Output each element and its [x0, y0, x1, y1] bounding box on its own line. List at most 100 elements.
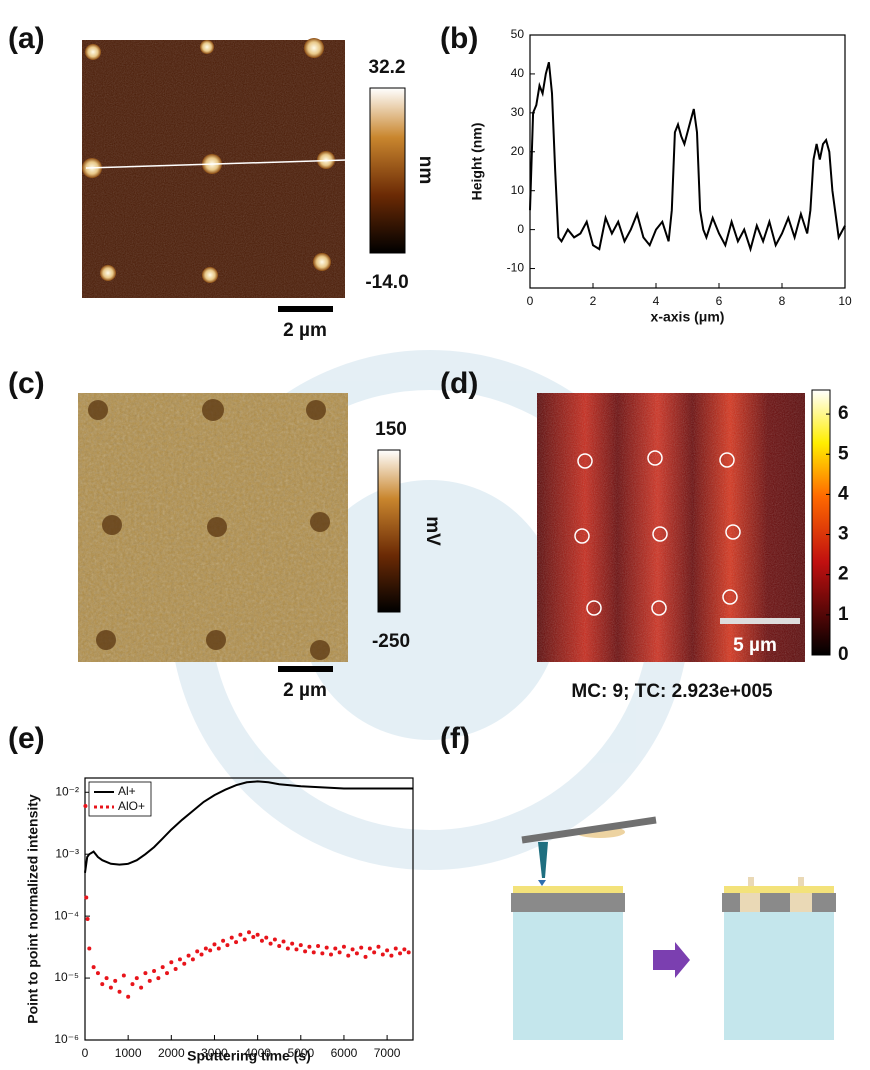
data-point: [350, 947, 355, 952]
data-point: [190, 957, 195, 962]
data-point: [402, 947, 407, 952]
data-point: [91, 965, 96, 970]
data-point: [108, 985, 113, 990]
plot-frame: [529, 34, 846, 289]
legend-label: AlO+: [118, 799, 145, 813]
data-point: [229, 935, 234, 940]
schematic: [511, 816, 836, 1040]
data-point: [251, 935, 256, 940]
data-point: [199, 952, 204, 957]
data-point: [367, 946, 372, 951]
legend-box: [88, 781, 152, 817]
x-axis-label: Sputtering time (s): [187, 1048, 311, 1064]
data-point: [389, 953, 394, 958]
colorbar-unit: mV: [422, 516, 443, 546]
data-point: [380, 952, 385, 957]
data-point: [316, 943, 321, 948]
colorbar-label: 2: [838, 564, 849, 585]
x-tick-label: 4000: [244, 1046, 271, 1060]
x-tick-label: 2: [590, 294, 597, 308]
data-point: [130, 982, 135, 987]
scale-bar-label: 2 µm: [283, 680, 327, 701]
data-point: [173, 967, 178, 972]
data-point: [268, 941, 273, 946]
data-point: [303, 949, 308, 954]
data-point: [208, 948, 213, 953]
data-point: [182, 961, 187, 966]
data-point: [294, 947, 299, 952]
x-tick-label: 6: [716, 294, 723, 308]
x-tick-label: 2000: [158, 1046, 185, 1060]
data-point: [359, 945, 364, 950]
data-point: [134, 976, 139, 981]
x-tick-label: 3000: [201, 1046, 228, 1060]
y-tick-label: 40: [511, 66, 525, 80]
colorbar-label: 150: [375, 419, 407, 440]
data-point: [346, 953, 351, 958]
y-tick-label: 0: [517, 222, 524, 236]
data-point: [165, 971, 169, 976]
colorbar-label: 1: [838, 604, 849, 625]
colorbar-label: 4: [838, 483, 849, 504]
data-point: [393, 946, 398, 951]
y-tick-label: 10⁻⁵: [54, 970, 79, 984]
y-axis-label: Height (nm): [469, 123, 485, 201]
kpfm-image: [78, 393, 401, 672]
colorbar-label: 3: [838, 524, 849, 545]
colorbar-label: 0: [838, 644, 849, 665]
data-point: [372, 950, 377, 955]
legend-label: Al+: [118, 784, 136, 798]
colorbar-label: -14.0: [365, 272, 408, 293]
x-tick-label: 10: [838, 294, 852, 308]
y-tick-label: -10: [507, 261, 525, 275]
data-point: [320, 951, 325, 956]
y-tick-label: 10⁻⁶: [54, 1032, 79, 1046]
data-point: [307, 944, 312, 949]
data-point: [255, 932, 260, 937]
x-axis-label: x-axis (μm): [651, 309, 725, 325]
data-point: [337, 950, 342, 955]
tof-sims-image: [537, 389, 831, 662]
caption: MC: 9; TC: 2.923e+005: [571, 681, 773, 702]
data-point: [398, 951, 403, 956]
data-point: [126, 994, 131, 999]
colorbar-unit: nm: [415, 156, 436, 185]
data-point: [95, 971, 100, 976]
data-point: [169, 960, 174, 965]
data-point: [324, 945, 329, 950]
data-point: [281, 939, 286, 944]
data-point: [376, 944, 381, 949]
data-point: [221, 938, 226, 943]
data-point: [113, 978, 118, 983]
x-tick-label: 5000: [287, 1046, 314, 1060]
panel-label: (d): [440, 367, 478, 400]
scale-bar-label: 5 µm: [733, 635, 777, 656]
afm-image: [82, 38, 406, 312]
colorbar-label: -250: [372, 631, 410, 652]
data-point: [298, 943, 303, 948]
x-tick-label: 1000: [115, 1046, 142, 1060]
panel-label: (b): [440, 22, 478, 55]
y-tick-label: 10⁻²: [55, 784, 79, 798]
data-point: [87, 946, 92, 951]
x-tick-label: 8: [779, 294, 786, 308]
data-point: [143, 971, 148, 976]
data-point: [264, 935, 269, 940]
data-point: [333, 946, 338, 951]
data-point: [247, 930, 251, 935]
panel-label: (f): [440, 722, 470, 755]
data-point: [354, 951, 359, 956]
data-point: [139, 985, 144, 990]
data-point: [212, 942, 217, 947]
data-point: [195, 949, 200, 954]
data-point: [83, 804, 88, 809]
data-point: [311, 950, 316, 955]
data-line: [84, 780, 413, 873]
data-point: [152, 969, 157, 974]
x-tick-label: 6000: [331, 1046, 358, 1060]
data-point: [238, 932, 243, 937]
data-point: [147, 978, 152, 983]
x-tick-label: 7000: [374, 1046, 401, 1060]
